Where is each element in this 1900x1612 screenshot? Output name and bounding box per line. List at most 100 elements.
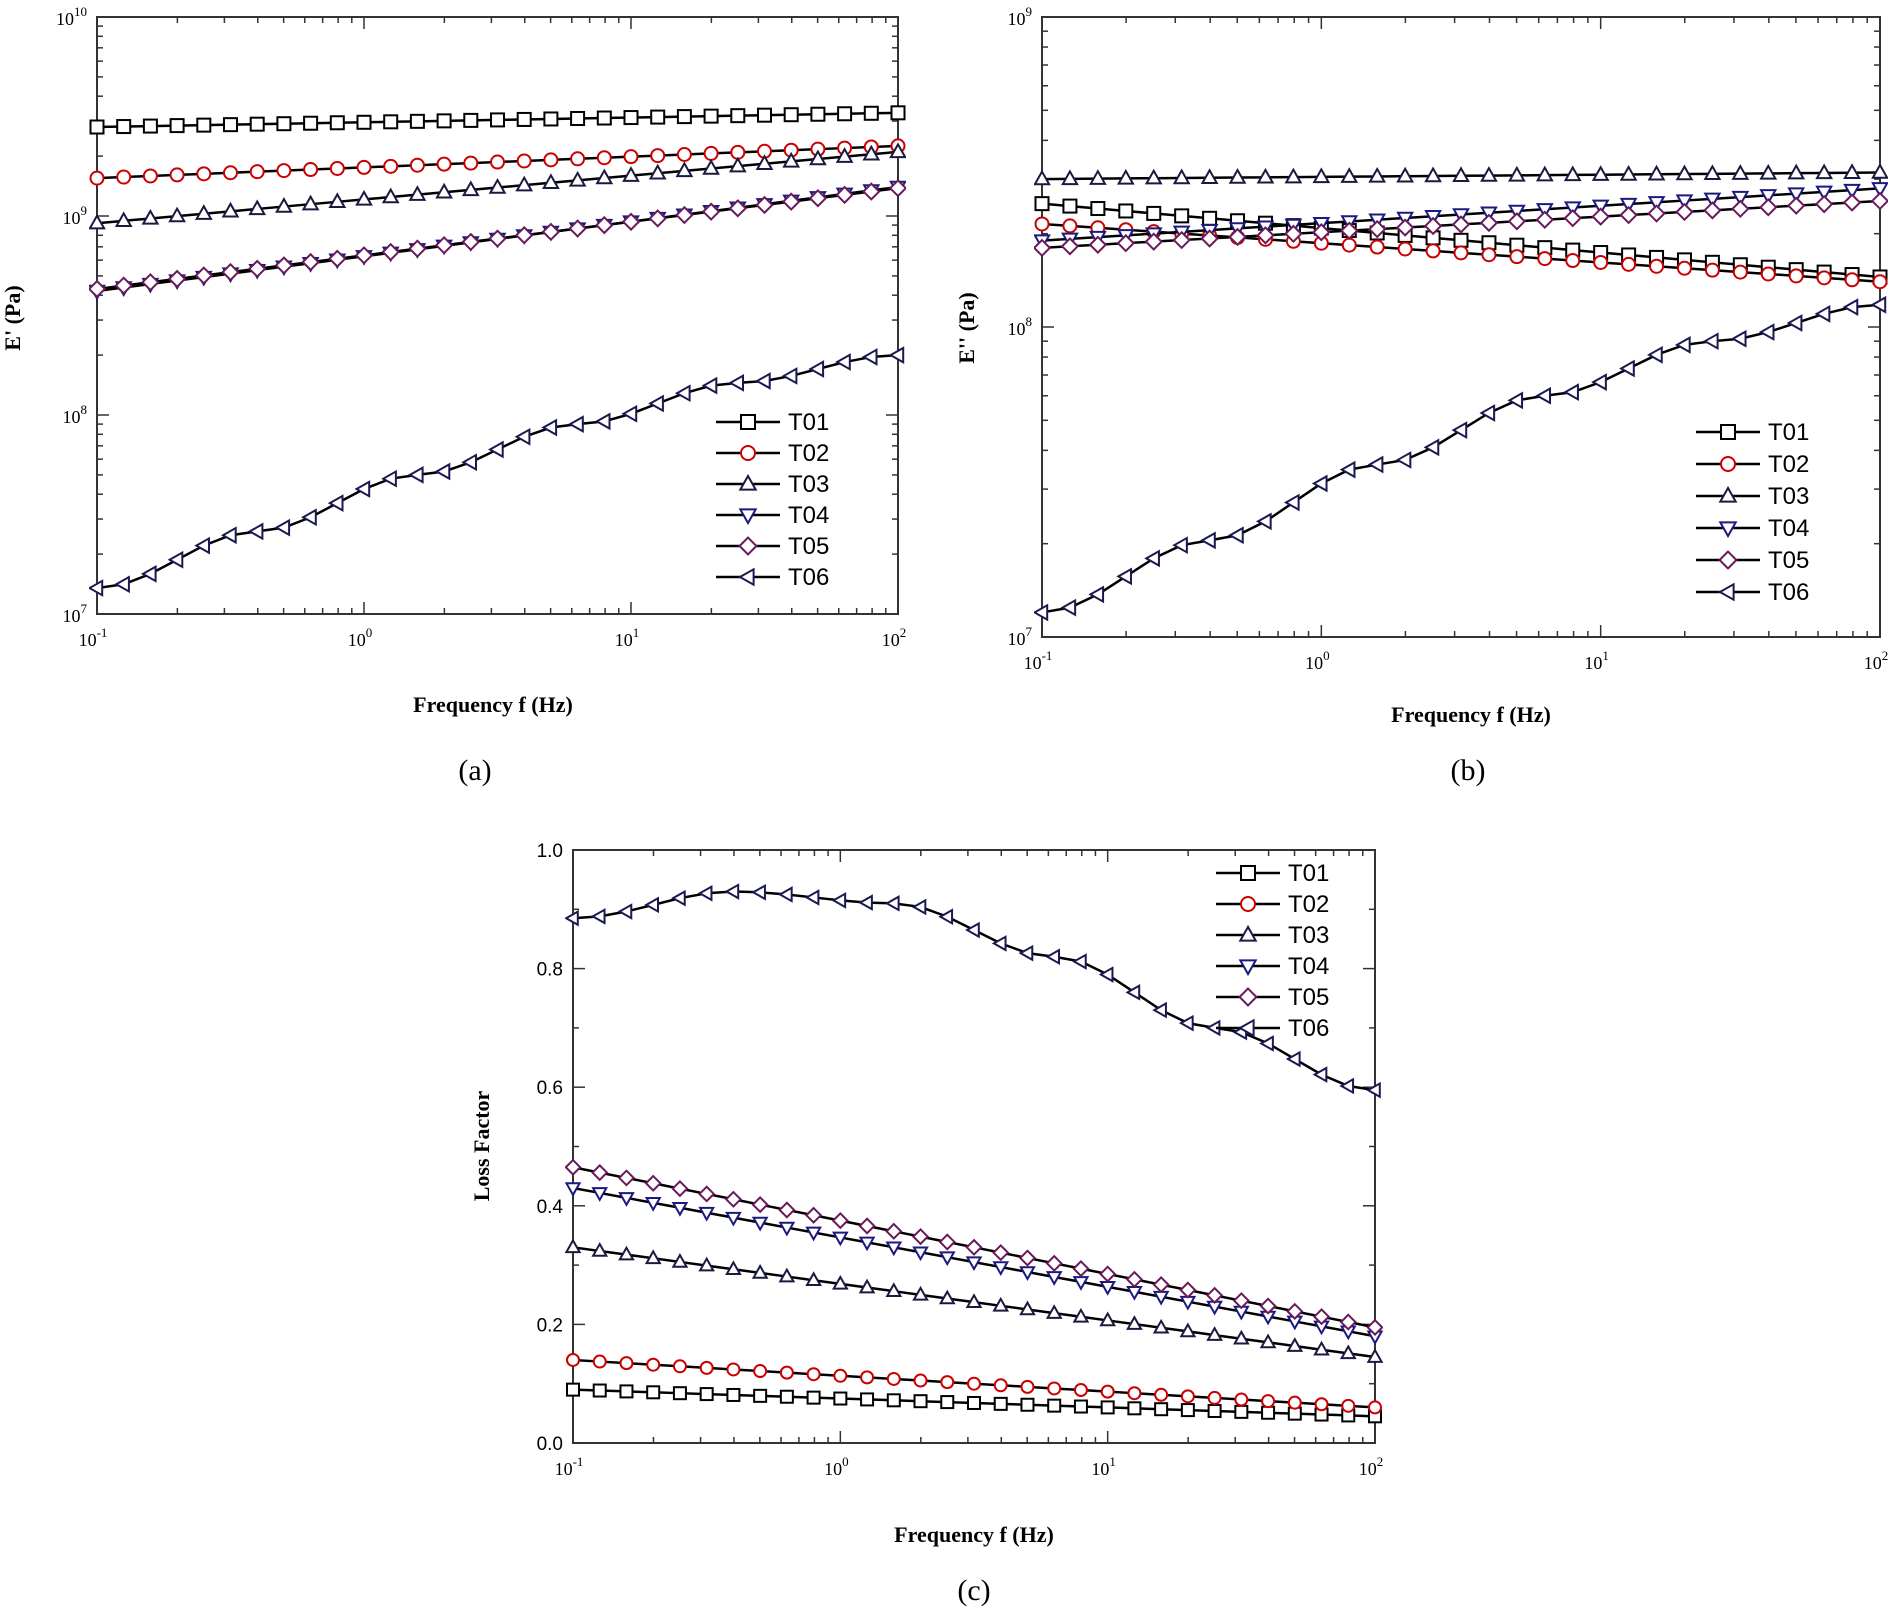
data-point	[967, 1376, 981, 1391]
data-point	[1034, 603, 1049, 622]
data-point	[565, 1182, 582, 1197]
data-point	[167, 269, 187, 289]
data-point	[1340, 167, 1359, 183]
data-point	[835, 147, 854, 163]
data-point	[885, 1222, 903, 1240]
data-point	[778, 1221, 796, 1237]
data-point	[778, 1267, 796, 1283]
data-point	[1144, 549, 1160, 568]
data-point	[1647, 164, 1666, 181]
y-tick-label: 1010	[56, 4, 87, 29]
data-point	[1368, 1400, 1382, 1415]
legend-entry-t05: T05	[716, 533, 829, 560]
data-point	[568, 219, 587, 238]
data-point	[328, 249, 347, 268]
data-point	[1425, 243, 1441, 259]
legend-marker	[738, 536, 758, 556]
data-point	[1563, 383, 1579, 401]
data-point	[618, 1245, 635, 1261]
panel-label: (c)	[957, 1574, 990, 1607]
data-point	[1179, 1322, 1197, 1338]
data-point	[622, 166, 640, 182]
data-point	[884, 895, 900, 912]
legend-entry-t06: T06	[1216, 1015, 1329, 1042]
data-point	[1180, 1389, 1195, 1404]
data-point	[1481, 247, 1497, 263]
data-point	[1180, 1403, 1195, 1418]
data-point	[698, 1256, 715, 1272]
data-point	[1127, 1386, 1142, 1401]
data-point	[1815, 185, 1833, 202]
data-point	[1062, 198, 1078, 214]
series-t02	[566, 1352, 1382, 1415]
legend-entry-t01: T01	[1696, 419, 1809, 446]
data-point	[725, 1211, 742, 1227]
plot-frame	[1041, 16, 1881, 638]
data-point	[1535, 203, 1554, 219]
data-point	[806, 1390, 821, 1405]
data-point	[1479, 213, 1499, 233]
data-point	[858, 1217, 876, 1235]
data-point	[699, 1387, 714, 1402]
data-point	[196, 117, 212, 133]
legend-marker	[1238, 987, 1258, 1007]
data-point	[434, 462, 451, 481]
y-tick-label: 107	[63, 601, 88, 626]
data-point	[809, 149, 827, 166]
data-point	[701, 376, 718, 395]
data-point	[249, 164, 265, 180]
data-point	[1397, 241, 1413, 257]
data-point	[726, 1387, 741, 1402]
legend-marker	[1718, 521, 1738, 539]
data-point	[1451, 421, 1468, 440]
data-point	[1535, 210, 1555, 229]
data-point	[1072, 1307, 1090, 1323]
legend-label: T03	[788, 471, 829, 498]
y-axis-label: E'' (Pa)	[954, 292, 979, 364]
series-t03	[565, 1238, 1383, 1363]
data-point	[223, 117, 238, 133]
panel-label: (a)	[458, 754, 491, 787]
legend-label: T03	[1288, 922, 1329, 949]
data-point	[1453, 232, 1469, 248]
data-point	[89, 579, 104, 597]
data-point	[702, 159, 720, 175]
data-point	[911, 898, 927, 916]
data-point	[1591, 165, 1610, 181]
data-point	[1619, 359, 1635, 378]
data-point	[648, 394, 664, 413]
data-point	[862, 144, 881, 161]
data-point	[835, 353, 851, 371]
data-point	[1259, 1035, 1274, 1052]
data-point	[1870, 191, 1888, 211]
data-point	[1259, 1333, 1277, 1349]
data-point	[220, 526, 237, 545]
data-point	[461, 453, 477, 472]
data-point	[1423, 438, 1440, 457]
data-point	[938, 908, 954, 926]
data-point	[1228, 168, 1247, 184]
legend-marker	[1720, 424, 1736, 440]
data-point	[725, 1260, 742, 1276]
data-point	[670, 889, 686, 907]
data-point	[1563, 208, 1582, 228]
data-point	[1200, 229, 1219, 248]
data-point	[327, 494, 344, 513]
data-point	[595, 168, 614, 185]
data-point	[1287, 1395, 1302, 1410]
data-point	[355, 189, 373, 206]
x-tick-label: 10-1	[1024, 648, 1053, 673]
data-point	[1787, 187, 1806, 204]
y-tick-label: 0.8	[537, 960, 563, 981]
x-tick-label: 101	[615, 625, 640, 650]
data-point	[1234, 1392, 1249, 1407]
x-tick-label: 101	[1584, 648, 1609, 673]
data-point	[777, 886, 793, 903]
data-point	[1100, 1384, 1115, 1399]
data-point	[1675, 164, 1694, 181]
data-point	[1020, 1397, 1035, 1412]
legend-label: T06	[1768, 579, 1809, 606]
data-point	[1366, 1318, 1383, 1336]
data-point	[888, 346, 905, 364]
legend-label: T04	[788, 502, 829, 529]
